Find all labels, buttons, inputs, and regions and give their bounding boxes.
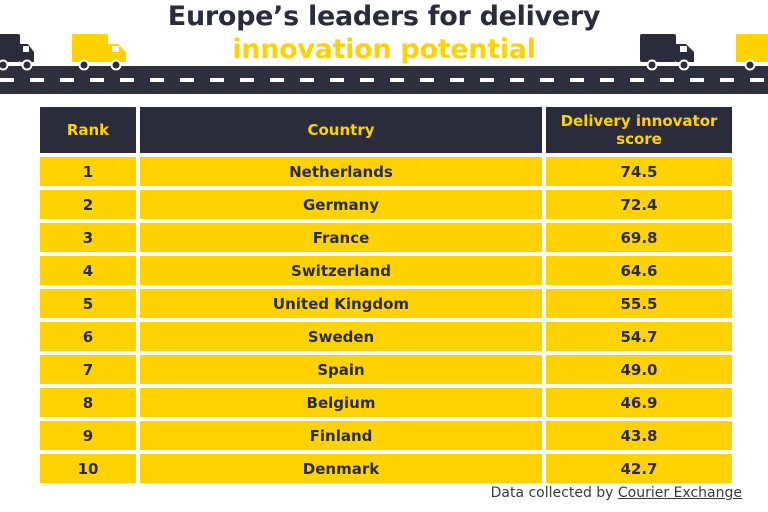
country-cell: Sweden xyxy=(140,322,542,351)
table-row: 4 Switzerland 64.6 xyxy=(40,256,732,285)
score-cell: 43.8 xyxy=(546,421,732,450)
country-cell: Germany xyxy=(140,190,542,219)
rank-cell: 3 xyxy=(40,223,136,252)
source-link[interactable]: Courier Exchange xyxy=(617,485,742,501)
rank-cell: 9 xyxy=(40,421,136,450)
score-cell: 72.4 xyxy=(546,190,732,219)
header-country: Country xyxy=(140,107,542,153)
table-row: 10 Denmark 42.7 xyxy=(40,454,732,483)
score-cell: 69.8 xyxy=(546,223,732,252)
header-rank: Rank xyxy=(40,107,136,153)
rank-cell: 2 xyxy=(40,190,136,219)
score-cell: 42.7 xyxy=(546,454,732,483)
table-row: 3 France 69.8 xyxy=(40,223,732,252)
title-line-1: Europe’s leaders for delivery xyxy=(167,1,601,32)
country-cell: Switzerland xyxy=(140,256,542,285)
country-cell: France xyxy=(140,223,542,252)
table-row: 1 Netherlands 74.5 xyxy=(40,157,732,186)
score-cell: 46.9 xyxy=(546,388,732,417)
score-cell: 54.7 xyxy=(546,322,732,351)
header-score: Delivery innovator score xyxy=(546,107,732,153)
source-prefix: Data collected by xyxy=(490,485,614,501)
country-cell: Finland xyxy=(140,421,542,450)
table-header-row: Rank Country Delivery innovator score xyxy=(40,107,732,153)
title-line-2: innovation potential xyxy=(232,34,536,65)
leaders-table: Rank Country Delivery innovator score 1 … xyxy=(36,103,736,487)
table-row: 5 United Kingdom 55.5 xyxy=(40,289,732,318)
rank-cell: 8 xyxy=(40,388,136,417)
score-cell: 64.6 xyxy=(546,256,732,285)
score-cell: 49.0 xyxy=(546,355,732,384)
table-row: 9 Finland 43.8 xyxy=(40,421,732,450)
rank-cell: 1 xyxy=(40,157,136,186)
country-cell: United Kingdom xyxy=(140,289,542,318)
country-cell: Belgium xyxy=(140,388,542,417)
table-row: 2 Germany 72.4 xyxy=(40,190,732,219)
rank-cell: 5 xyxy=(40,289,136,318)
rank-cell: 4 xyxy=(40,256,136,285)
truck-icon xyxy=(736,34,768,71)
road-lane-markings xyxy=(0,78,768,82)
table-row: 6 Sweden 54.7 xyxy=(40,322,732,351)
table-row: 7 Spain 49.0 xyxy=(40,355,732,384)
country-cell: Denmark xyxy=(140,454,542,483)
rank-cell: 7 xyxy=(40,355,136,384)
country-cell: Spain xyxy=(140,355,542,384)
score-cell: 55.5 xyxy=(546,289,732,318)
rank-cell: 6 xyxy=(40,322,136,351)
truck-icon xyxy=(72,34,126,71)
truck-icon xyxy=(0,34,34,71)
country-cell: Netherlands xyxy=(140,157,542,186)
truck-icon xyxy=(640,34,694,71)
source-note: Data collected by Courier Exchange xyxy=(491,485,742,501)
table-row: 8 Belgium 46.9 xyxy=(40,388,732,417)
rank-cell: 10 xyxy=(40,454,136,483)
score-cell: 74.5 xyxy=(546,157,732,186)
